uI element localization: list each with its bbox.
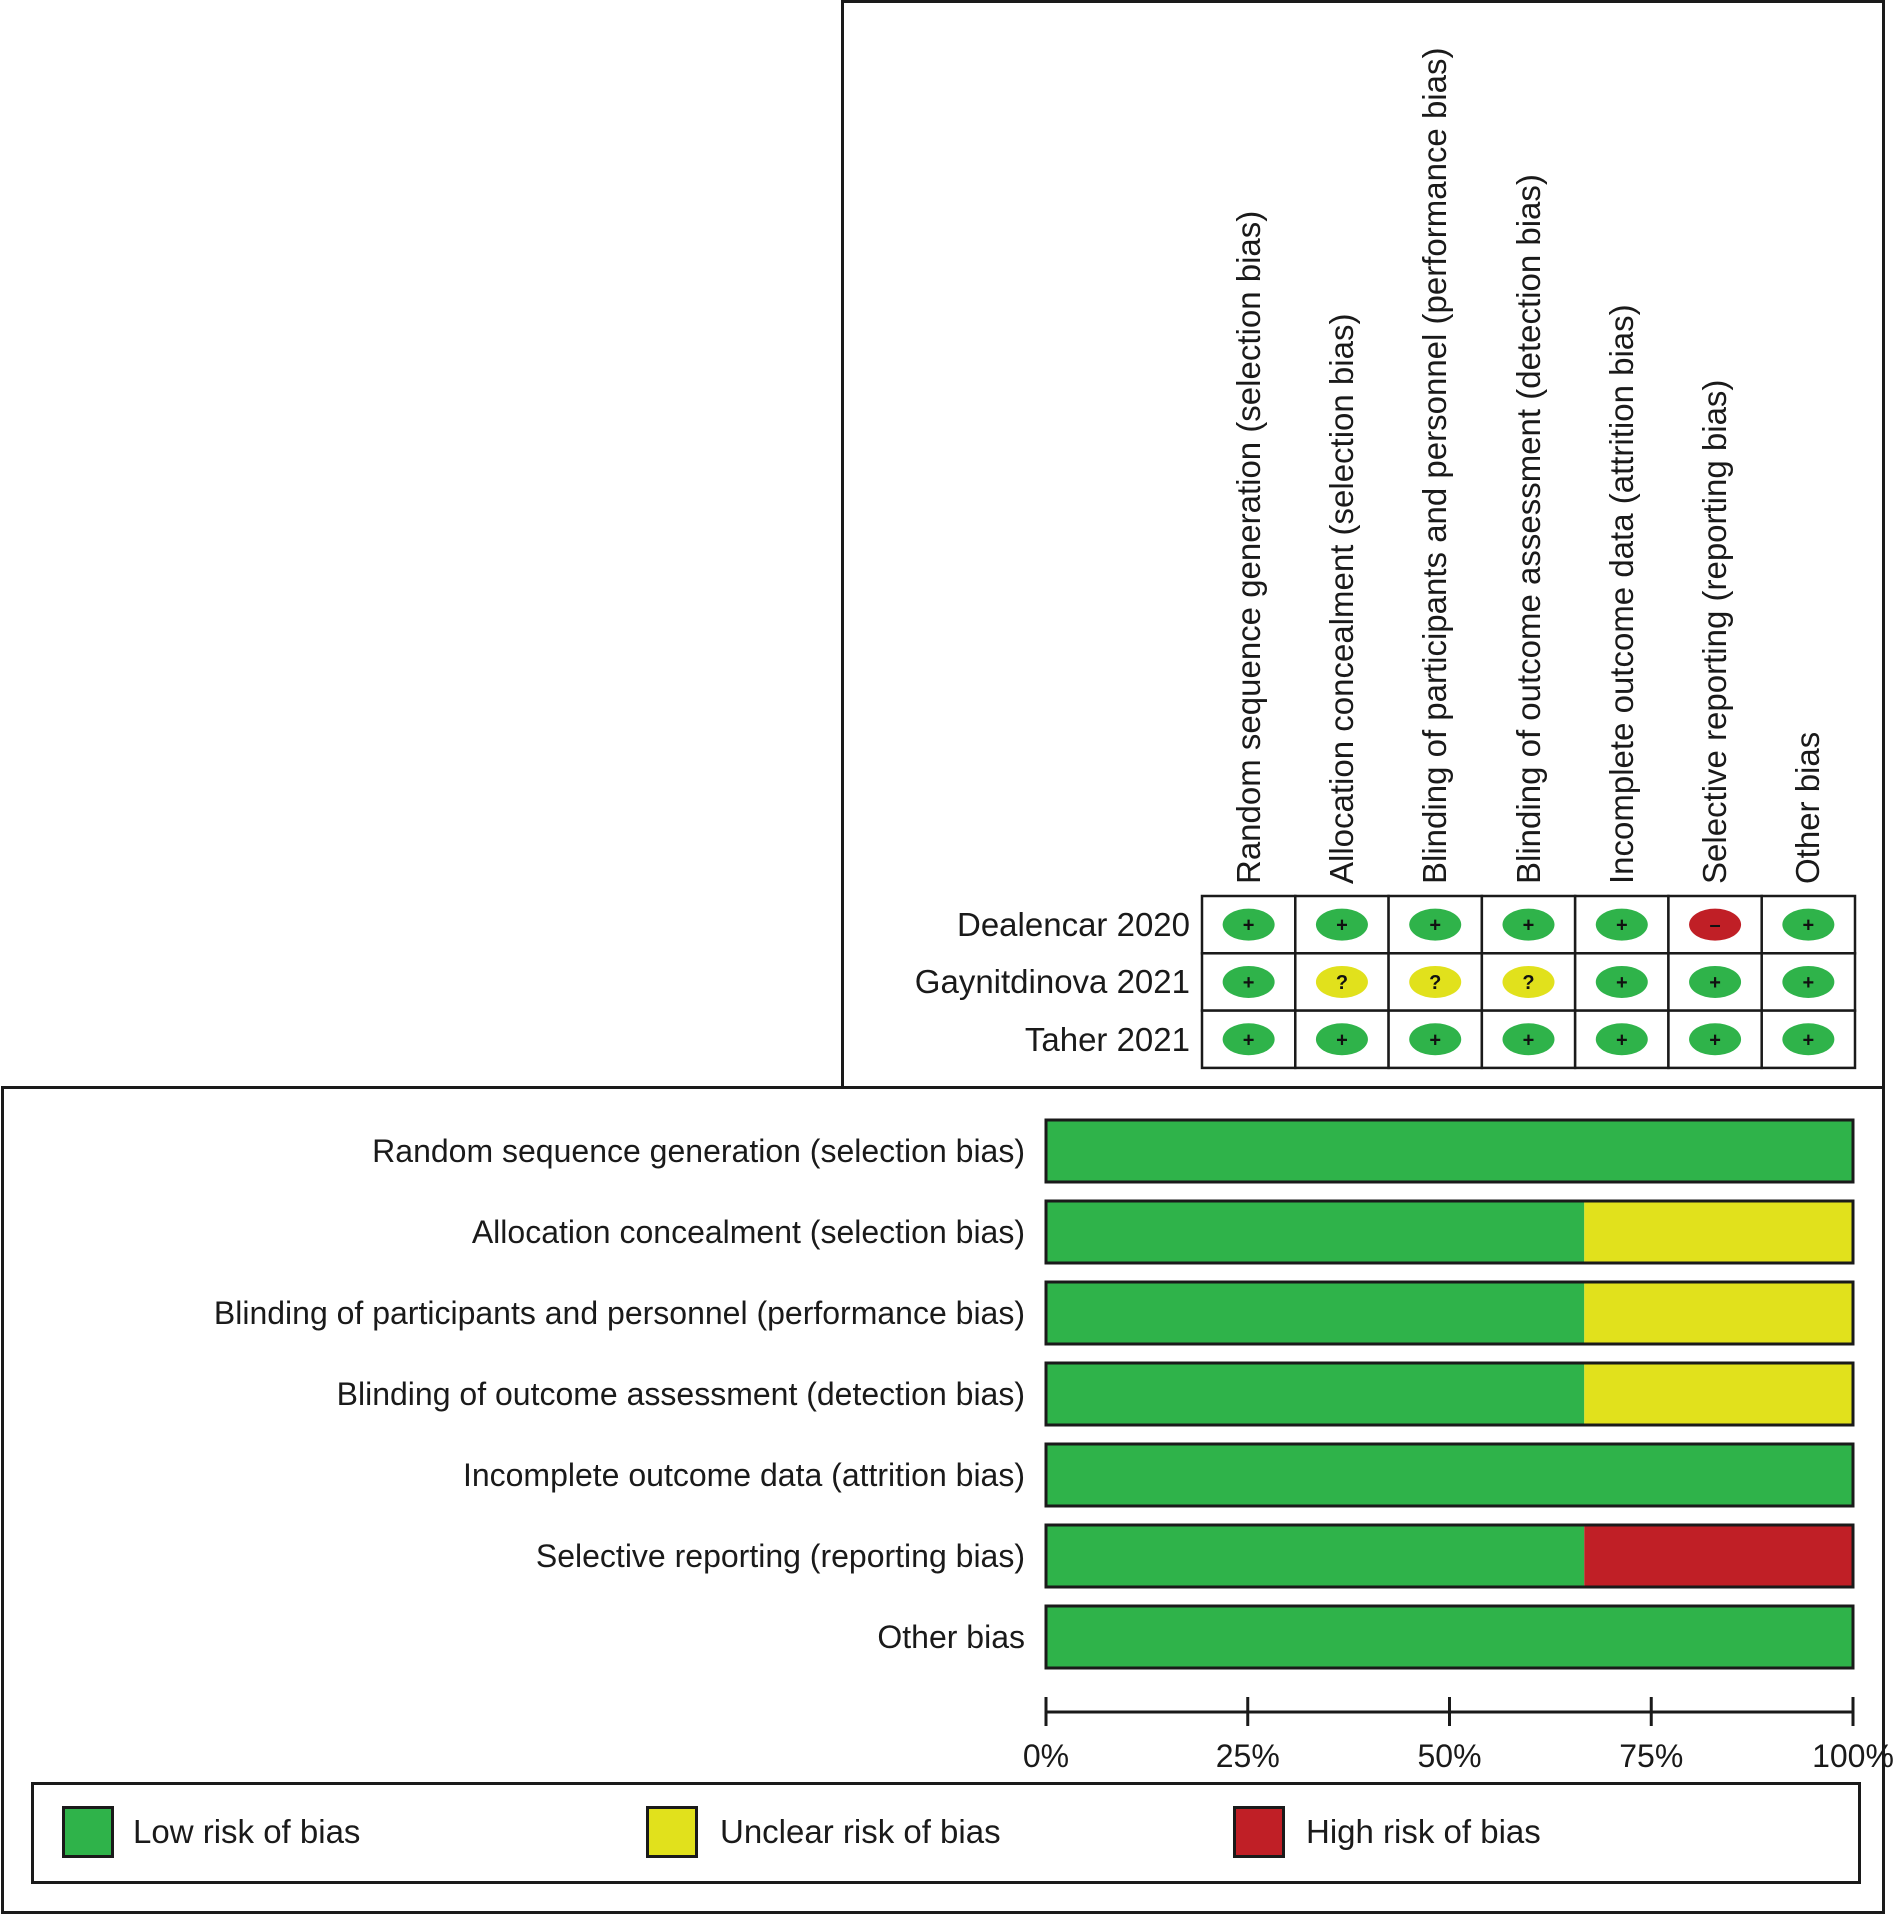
judgement-low-icon — [1409, 908, 1462, 941]
judgement-symbol: + — [1523, 1029, 1535, 1051]
judgement-high-icon — [1689, 908, 1742, 941]
summary-cell — [1294, 1009, 1390, 1070]
bar-outline — [1044, 1118, 1855, 1184]
x-tick-label: 25% — [1215, 1738, 1280, 1774]
judgement-unclear-icon — [1502, 965, 1555, 998]
judgement-low-icon — [1222, 908, 1275, 941]
judgement-low-icon — [1782, 1023, 1835, 1056]
bar-segment-low — [1046, 1120, 1853, 1182]
judgement-symbol: + — [1243, 972, 1255, 994]
judgement-low-icon — [1782, 965, 1835, 998]
study-label: Taher 2021 — [1024, 1020, 1190, 1058]
bar-segment-high — [1584, 1525, 1853, 1587]
judgement-low-icon — [1222, 1023, 1275, 1056]
judgement-symbol: + — [1243, 915, 1255, 937]
legend-label-high: High risk of bias — [1306, 1813, 1541, 1850]
bar-segment-unclear — [1584, 1363, 1853, 1425]
judgement-low-icon — [1409, 1023, 1462, 1056]
judgement-symbol: + — [1429, 1029, 1441, 1051]
judgement-symbol: + — [1336, 915, 1348, 937]
bar-outline — [1044, 1199, 1855, 1265]
bar-segment-low — [1046, 1363, 1585, 1425]
bar-segment-low — [1046, 1606, 1853, 1668]
judgement-symbol: + — [1616, 1029, 1628, 1051]
bar-label: Blinding of participants and personnel (… — [213, 1295, 1025, 1331]
judgement-symbol: + — [1709, 1029, 1721, 1051]
judgement-low-icon — [1502, 908, 1555, 941]
judgement-symbol: + — [1616, 915, 1628, 937]
bar-segment-low — [1046, 1525, 1585, 1587]
bar-segment-unclear — [1584, 1201, 1853, 1263]
bar-label: Blinding of outcome assessment (detectio… — [336, 1376, 1025, 1412]
legend-label-unclear: Unclear risk of bias — [720, 1813, 1001, 1850]
judgement-symbol: + — [1803, 972, 1815, 994]
bar-label: Random sequence generation (selection bi… — [372, 1133, 1025, 1169]
judgement-symbol: + — [1429, 915, 1441, 937]
x-tick-label: 0% — [1022, 1738, 1070, 1774]
x-tick-label: 50% — [1417, 1738, 1482, 1774]
bar-outline — [1044, 1361, 1855, 1427]
bar-segment-low — [1046, 1201, 1585, 1263]
judgement-low-icon — [1595, 1023, 1648, 1056]
legend-swatch-unclear — [646, 1806, 698, 1858]
x-tick-label: 100% — [1812, 1738, 1894, 1774]
judgement-symbol: ? — [1336, 972, 1348, 994]
bar-outline — [1044, 1604, 1855, 1670]
risk-of-bias-summary-grid: + + + + + – + +??? + + + + + + + + + + — [1200, 894, 1857, 1070]
judgement-symbol: + — [1803, 915, 1815, 937]
judgement-low-icon — [1689, 1023, 1742, 1056]
judgement-low-icon — [1782, 908, 1835, 941]
study-label: Gaynitdinova 2021 — [914, 963, 1190, 1001]
bar-segment-low — [1046, 1444, 1853, 1506]
judgement-symbol: ? — [1429, 972, 1441, 994]
bar-outline — [1044, 1280, 1855, 1346]
bar-outline — [1044, 1442, 1855, 1508]
legend-swatch-low — [62, 1806, 114, 1858]
x-tick-label: 75% — [1619, 1738, 1684, 1774]
judgement-symbol: + — [1709, 972, 1721, 994]
summary-cell — [1573, 952, 1670, 1012]
judgement-low-icon — [1222, 965, 1275, 998]
judgement-low-icon — [1315, 908, 1368, 941]
judgement-symbol: + — [1616, 972, 1628, 994]
legend-label-low: Low risk of bias — [133, 1813, 361, 1850]
bar-label: Allocation concealment (selection bias) — [471, 1214, 1025, 1250]
judgement-unclear-icon — [1409, 965, 1462, 998]
judgement-low-icon — [1689, 965, 1742, 998]
judgement-low-icon — [1502, 1023, 1555, 1056]
bar-segment-low — [1046, 1282, 1585, 1344]
study-label: Dealencar 2020 — [957, 906, 1190, 943]
judgement-symbol: ? — [1522, 972, 1534, 994]
bar-label: Incomplete outcome data (attrition bias) — [462, 1457, 1025, 1493]
judgement-low-icon — [1315, 1023, 1368, 1056]
judgement-symbol: + — [1336, 1029, 1348, 1051]
judgement-low-icon — [1595, 965, 1648, 998]
judgement-low-icon — [1595, 908, 1648, 941]
bar-label: Other bias — [877, 1619, 1025, 1655]
judgement-symbol: – — [1710, 915, 1721, 937]
chart-legend — [31, 1782, 1861, 1884]
bar-label: Selective reporting (reporting bias) — [535, 1538, 1025, 1574]
bar-outline — [1044, 1523, 1855, 1589]
judgement-symbol: + — [1803, 1029, 1815, 1051]
judgement-unclear-icon — [1315, 965, 1368, 998]
bar-segment-unclear — [1584, 1282, 1853, 1344]
judgement-symbol: + — [1523, 915, 1535, 937]
judgement-symbol: + — [1243, 1029, 1255, 1051]
legend-swatch-high — [1233, 1806, 1285, 1858]
